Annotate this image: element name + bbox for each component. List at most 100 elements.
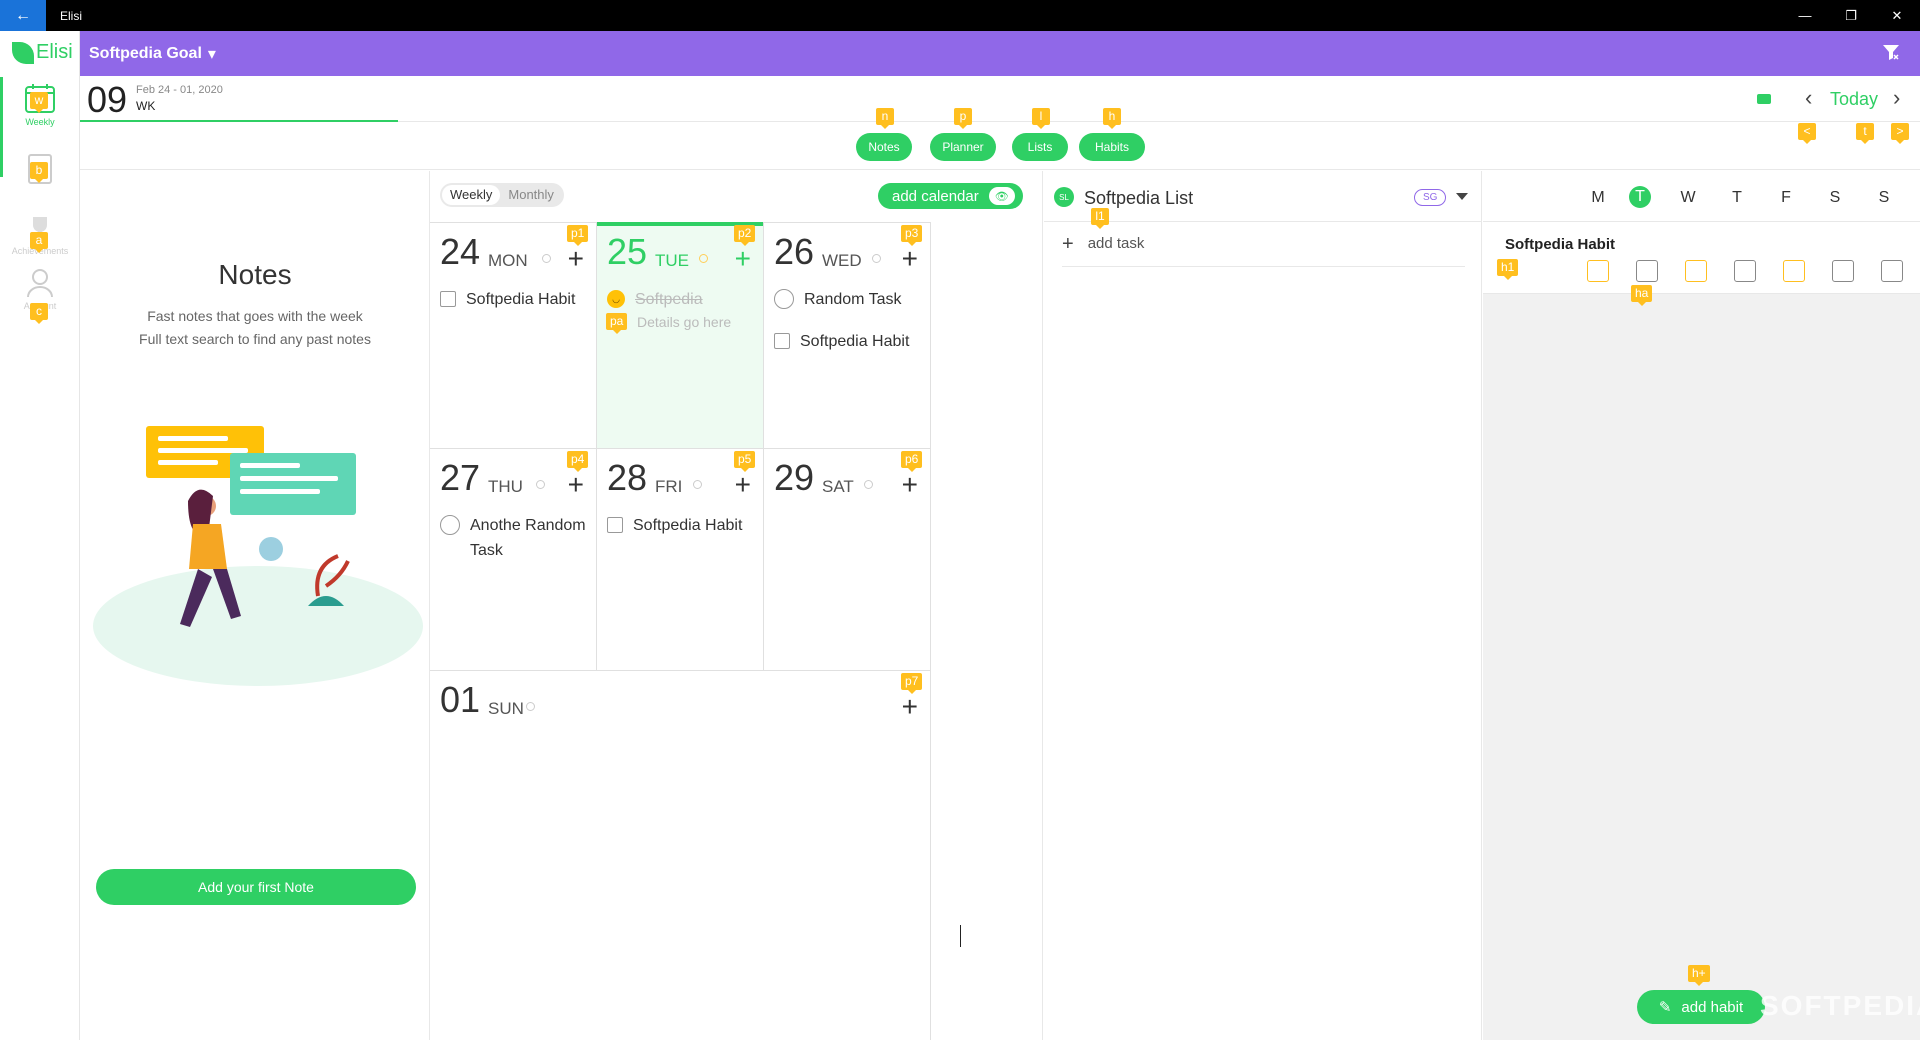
task-radio[interactable] [774, 289, 794, 309]
shortcut-badge: l [1032, 108, 1050, 129]
chevron-down-icon[interactable] [1456, 193, 1468, 200]
day-name: SUN [488, 699, 524, 718]
habit-checkbox[interactable] [1636, 260, 1658, 282]
pencil-icon: ✎ [1658, 999, 1672, 1016]
add-task-button[interactable]: + [734, 243, 751, 274]
day-cell-sun[interactable]: 01 SUN + p7 [430, 670, 931, 1040]
add-calendar-button[interactable]: add calendar 👁 [878, 183, 1023, 209]
day-number: 26 [774, 231, 815, 272]
habit-day-label: F [1781, 189, 1791, 206]
tab-planner[interactable]: Planner [930, 133, 996, 161]
week-number: 09 [87, 79, 128, 120]
shortcut-badge: > [1891, 123, 1909, 144]
task-item[interactable]: Softpedia Habit [607, 513, 742, 538]
shortcut-badge: p1 [567, 225, 589, 246]
habit-checkbox[interactable] [1881, 260, 1903, 282]
add-habit-button[interactable]: ✎ add habit [1637, 990, 1765, 1024]
list-tag[interactable]: SG [1414, 189, 1447, 206]
app-logo: Elisi [12, 41, 73, 64]
leaf-icon [12, 41, 34, 64]
day-cell-sat[interactable]: 29 SAT + p6 [764, 448, 931, 670]
day-number: 28 [607, 457, 648, 498]
habit-checkbox[interactable] [1832, 260, 1854, 282]
habit-checkbox[interactable] [1685, 260, 1707, 282]
shortcut-badge: p2 [734, 225, 756, 246]
add-task-button[interactable]: + [901, 469, 918, 500]
eye-icon[interactable]: 👁 [988, 187, 1015, 205]
task-item[interactable]: Random Task [774, 287, 902, 312]
habit-row: Softpedia Habit h1 ha [1483, 222, 1920, 306]
habit-checkbox[interactable] [1734, 260, 1756, 282]
watermark: SOFTPEDIA [1760, 990, 1920, 1021]
task-item[interactable]: Anothe Random Task [440, 513, 590, 563]
add-task-button[interactable]: + [901, 691, 918, 722]
habit-day-header: M T W T F S S [1483, 171, 1920, 222]
task-radio[interactable] [440, 515, 460, 535]
task-text: Softpedia [635, 291, 703, 308]
shortcut-badge: b [30, 162, 48, 183]
tab-habits[interactable]: Habits [1079, 133, 1145, 161]
day-name: WED [822, 251, 862, 270]
habit-name[interactable]: Softpedia Habit [1505, 236, 1616, 253]
filter-icon[interactable] [1882, 43, 1900, 61]
task-text: Random Task [804, 291, 902, 308]
add-habit-label: add habit [1681, 998, 1744, 1016]
next-week-button[interactable]: › [1893, 85, 1901, 110]
shortcut-badge: w [30, 92, 48, 113]
add-task-button[interactable]: + [567, 243, 584, 274]
habit-checkbox[interactable] [1783, 260, 1805, 282]
text-cursor [960, 925, 961, 947]
add-first-note-button[interactable]: Add your first Note [96, 869, 416, 905]
habit-day-label-today: T [1629, 186, 1651, 208]
day-status-icon [693, 480, 702, 489]
goal-selector[interactable]: Softpedia Goal ▾ [89, 44, 216, 64]
day-name: SAT [822, 477, 854, 496]
smile-icon[interactable]: ◡ [607, 290, 625, 308]
day-status-icon [699, 254, 708, 263]
add-task-button[interactable]: + [734, 469, 751, 500]
logo-text: Elisi [36, 41, 73, 63]
today-button[interactable]: Today [1830, 89, 1879, 109]
keyboard-icon[interactable] [1757, 94, 1771, 104]
back-button[interactable]: ← [0, 0, 46, 31]
task-item[interactable]: Softpedia Habit [440, 287, 575, 312]
task-item[interactable]: Softpedia Habit [774, 329, 909, 354]
task-checkbox[interactable] [774, 333, 790, 349]
restore-button[interactable]: ❐ [1845, 7, 1857, 23]
task-checkbox[interactable] [607, 517, 623, 533]
shortcut-badge: c [30, 303, 48, 324]
add-task-row[interactable]: + add task [1062, 234, 1465, 267]
shortcut-badge: < [1798, 123, 1816, 144]
day-cell-tue[interactable]: 25 TUE + p2 ◡ Softpedia Details go here … [597, 222, 764, 448]
shortcut-badge: h1 [1497, 259, 1519, 280]
day-cell-fri[interactable]: 28 FRI + p5 Softpedia Habit [597, 448, 764, 670]
day-cell-thu[interactable]: 27 THU + p4 Anothe Random Task [430, 448, 597, 670]
task-item[interactable]: ◡ Softpedia [607, 287, 703, 312]
notes-subtitle-1: Fast notes that goes with the week [147, 308, 363, 324]
week-progress [80, 120, 398, 122]
list-avatar: SL [1054, 187, 1074, 207]
shortcut-badge: p [954, 108, 972, 129]
toggle-weekly[interactable]: Weekly [442, 185, 501, 205]
day-cell-wed[interactable]: 26 WED + p3 Random Task Softpedia Habit [764, 222, 931, 448]
add-task-button[interactable]: + [901, 243, 918, 274]
tab-notes[interactable]: Notes [856, 133, 912, 161]
minimize-button[interactable]: — [1798, 8, 1812, 23]
task-text: Softpedia Habit [633, 517, 743, 534]
prev-week-button[interactable]: ‹ [1805, 85, 1813, 110]
close-button[interactable]: ✕ [1891, 7, 1903, 23]
day-status-icon [526, 702, 535, 711]
toggle-monthly[interactable]: Monthly [508, 187, 554, 202]
day-number: 01 [440, 679, 481, 720]
tab-lists[interactable]: Lists [1012, 133, 1068, 161]
task-checkbox[interactable] [440, 291, 456, 307]
day-cell-mon[interactable]: 24 MON + p1 Softpedia Habit [430, 222, 597, 448]
shortcut-badge: p4 [567, 451, 589, 472]
day-number: 25 [607, 231, 648, 272]
notes-subtitle-2: Full text search to find any past notes [139, 331, 371, 347]
add-task-button[interactable]: + [567, 469, 584, 500]
list-name[interactable]: Softpedia List [1084, 188, 1194, 208]
today-indicator [597, 222, 763, 226]
shortcut-badge: p6 [901, 451, 923, 472]
habit-checkbox[interactable] [1587, 260, 1609, 282]
